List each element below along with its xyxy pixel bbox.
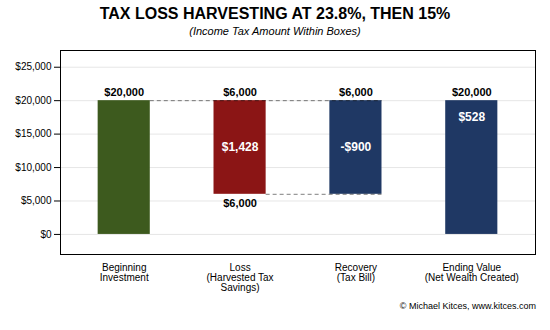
svg-text:$20,000: $20,000 bbox=[452, 86, 492, 98]
svg-text:$25,000: $25,000 bbox=[15, 61, 52, 72]
svg-text:$1,428: $1,428 bbox=[222, 140, 259, 154]
svg-text:$10,000: $10,000 bbox=[15, 162, 52, 173]
svg-text:Loss(Harvested TaxSavings): Loss(Harvested TaxSavings) bbox=[207, 262, 274, 293]
svg-text:$6,000: $6,000 bbox=[339, 86, 373, 98]
svg-text:$0: $0 bbox=[40, 229, 52, 240]
html-text:TAX LOSS HARVESTING AT 23.8%,: TAX LOSS HARVESTING AT 23.8%, THEN 15% bbox=[99, 5, 451, 22]
svg-text:$6,000: $6,000 bbox=[223, 86, 257, 98]
html-text:(Income Tax Amount Within Boxe: (Income Tax Amount Within Boxes) bbox=[189, 25, 361, 37]
svg-text:$15,000: $15,000 bbox=[15, 128, 52, 139]
svg-text:-$900: -$900 bbox=[341, 140, 372, 154]
svg-text:$5,000: $5,000 bbox=[21, 195, 52, 206]
svg-text:$20,000: $20,000 bbox=[104, 86, 144, 98]
svg-text:Recovery(Tax Bill): Recovery(Tax Bill) bbox=[335, 262, 377, 283]
svg-text:BeginningInvestment: BeginningInvestment bbox=[100, 262, 149, 283]
svg-text:$6,000: $6,000 bbox=[223, 197, 257, 209]
svg-text:Ending Value(Net Wealth Create: Ending Value(Net Wealth Created) bbox=[425, 262, 519, 283]
html-text:© Michael Kitces, www.kitces.c: © Michael Kitces, www.kitces.com bbox=[399, 301, 536, 311]
svg-text:$528: $528 bbox=[458, 110, 485, 124]
svg-text:$20,000: $20,000 bbox=[15, 95, 52, 106]
